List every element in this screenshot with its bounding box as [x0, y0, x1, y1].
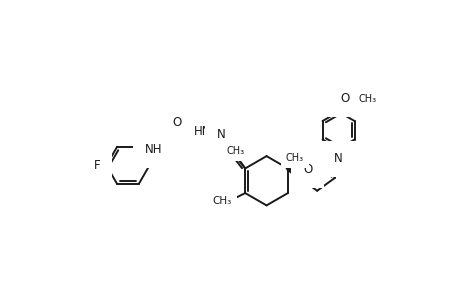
- Text: N: N: [217, 128, 225, 141]
- Text: CH₃: CH₃: [212, 196, 231, 206]
- Text: CH₃: CH₃: [358, 94, 376, 104]
- Text: O: O: [339, 92, 348, 105]
- Text: NH: NH: [144, 143, 162, 156]
- Text: HN: HN: [193, 125, 211, 138]
- Text: O: O: [302, 164, 312, 176]
- Text: N: N: [333, 152, 342, 165]
- Text: O: O: [172, 116, 181, 129]
- Text: CH₃: CH₃: [226, 146, 245, 157]
- Text: F: F: [94, 159, 100, 172]
- Text: CH₃: CH₃: [285, 153, 303, 163]
